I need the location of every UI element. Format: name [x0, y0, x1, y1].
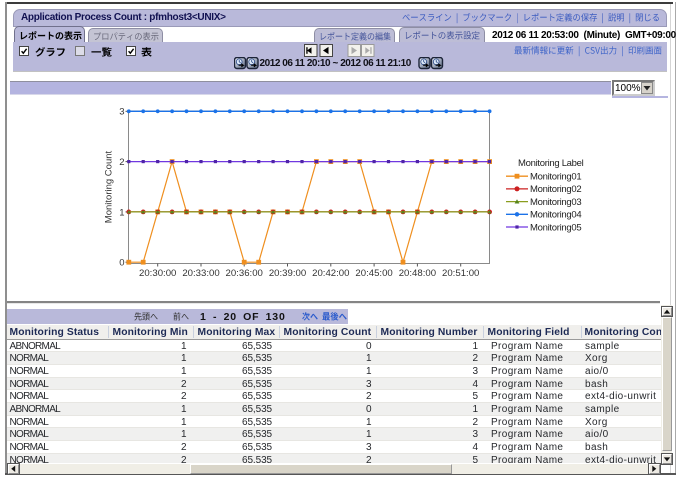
svg-text:20:48:00: 20:48:00	[399, 268, 436, 279]
svg-text:Monitoring05: Monitoring05	[530, 222, 581, 233]
svg-text:20:39:00: 20:39:00	[269, 268, 306, 279]
svg-text:3: 3	[119, 107, 124, 118]
svg-text:Monitoring Label: Monitoring Label	[518, 158, 584, 169]
svg-text:20:33:00: 20:33:00	[182, 268, 219, 279]
svg-text:Monitoring01: Monitoring01	[530, 172, 581, 183]
svg-text:20:45:00: 20:45:00	[355, 268, 392, 279]
svg-text:Monitoring02: Monitoring02	[530, 184, 581, 195]
svg-text:0: 0	[119, 258, 124, 269]
svg-text:1: 1	[119, 207, 124, 218]
svg-text:Monitoring Count: Monitoring Count	[104, 150, 115, 223]
svg-text:20:30:00: 20:30:00	[139, 268, 176, 279]
svg-text:Monitoring03: Monitoring03	[530, 197, 581, 208]
svg-text:20:36:00: 20:36:00	[226, 268, 263, 279]
svg-text:2: 2	[119, 157, 124, 168]
svg-text:Monitoring04: Monitoring04	[530, 210, 581, 221]
svg-text:20:42:00: 20:42:00	[312, 268, 349, 279]
svg-text:20:51:00: 20:51:00	[442, 268, 479, 279]
